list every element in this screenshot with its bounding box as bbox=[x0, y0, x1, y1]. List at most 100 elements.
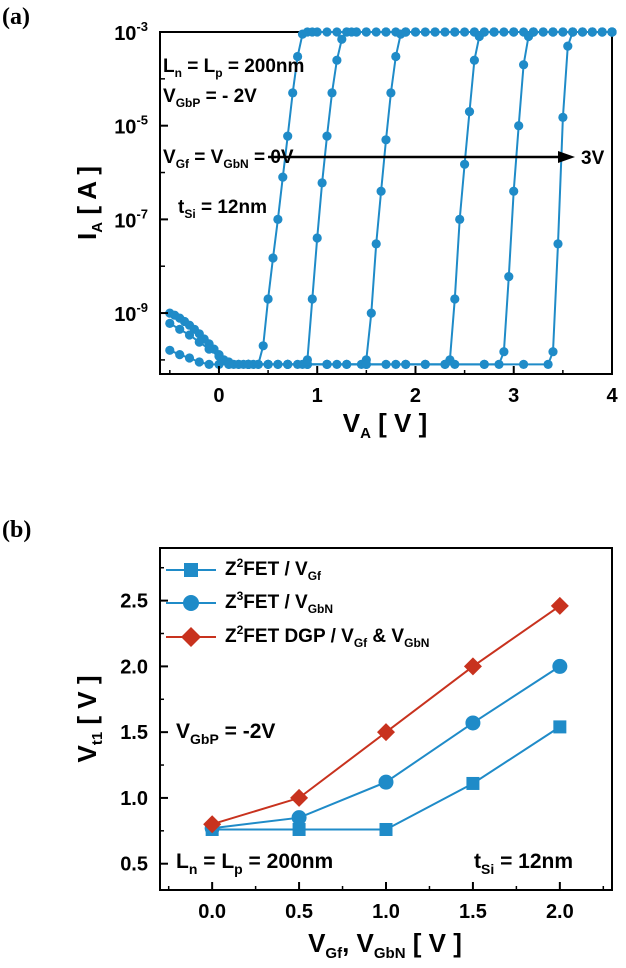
iv-point bbox=[558, 112, 568, 122]
vt-point-circle bbox=[552, 658, 568, 674]
iv-point bbox=[322, 131, 332, 141]
iv-point bbox=[381, 27, 391, 37]
iv-point bbox=[597, 27, 607, 37]
iv-point bbox=[283, 131, 293, 141]
chart-a-annotation-vgf: VGf = VGbN = 0V bbox=[163, 147, 294, 171]
x-tick-label: 2.0 bbox=[546, 901, 574, 923]
iv-curve-6 bbox=[248, 31, 612, 366]
x-tick-label: 1 bbox=[312, 385, 323, 407]
chart-a-xlabel: VA [ V ] bbox=[343, 408, 428, 442]
x-tick-label: 4 bbox=[606, 385, 618, 407]
iv-point bbox=[184, 330, 195, 340]
iv-point bbox=[194, 337, 204, 347]
iv-point bbox=[450, 27, 460, 37]
iv-point bbox=[322, 27, 332, 37]
iv-point bbox=[175, 350, 185, 360]
chart-a-sweep-arrow-head bbox=[558, 151, 575, 163]
chart-a-data bbox=[165, 27, 617, 369]
iv-point bbox=[528, 27, 539, 37]
vt-point-square bbox=[379, 822, 393, 836]
panel-b-label: (b) bbox=[2, 517, 31, 543]
y-tick-label: 0.5 bbox=[120, 854, 148, 876]
iv-point bbox=[288, 88, 298, 98]
chart-b-data bbox=[203, 596, 569, 836]
chart-a-annotation-vgbp: VGbP = - 2V bbox=[163, 86, 257, 110]
iv-point bbox=[322, 359, 332, 369]
y-tick-label: 10-5 bbox=[114, 113, 148, 139]
iv-point bbox=[548, 347, 558, 357]
x-tick-label: 1.0 bbox=[372, 901, 400, 923]
iv-point bbox=[469, 55, 479, 65]
iv-point bbox=[410, 27, 421, 37]
iv-point bbox=[224, 359, 234, 369]
iv-point bbox=[509, 186, 519, 196]
vt-point-diamond bbox=[377, 723, 395, 742]
iv-point bbox=[455, 214, 465, 224]
iv-point bbox=[504, 272, 514, 282]
iv-point bbox=[538, 27, 548, 37]
chart-a-ylabel: IA [ A ] bbox=[72, 166, 106, 240]
legend-circle-marker bbox=[183, 595, 199, 611]
iv-point bbox=[450, 294, 460, 304]
y-tick-label: 10-3 bbox=[114, 19, 148, 45]
vt-point-diamond bbox=[203, 815, 222, 834]
chart-b-annotation-vgbp: VGbP = -2V bbox=[176, 720, 275, 747]
chart-b-annotation-tsi: tSi = 12nm bbox=[474, 850, 573, 877]
iv-point bbox=[332, 55, 342, 65]
iv-point bbox=[317, 178, 327, 188]
iv-point bbox=[204, 344, 214, 354]
vt-point-square bbox=[292, 822, 306, 836]
iv-point bbox=[381, 135, 391, 145]
iv-point bbox=[519, 359, 529, 369]
iv-point bbox=[519, 60, 529, 70]
vt-line-circle bbox=[212, 665, 561, 830]
legend-diamond-marker bbox=[181, 627, 201, 647]
iv-point bbox=[376, 186, 386, 196]
vt-point-circle bbox=[291, 810, 307, 826]
iv-point bbox=[563, 41, 573, 51]
legend-label-z3fet: Z3FET / VGbN bbox=[225, 589, 333, 616]
vt-point-circle bbox=[465, 715, 481, 731]
legend-label-dgp: Z2FET DGP / VGf & VGbN bbox=[225, 623, 429, 650]
iv-point bbox=[337, 34, 347, 44]
x-tick-label: 0.5 bbox=[285, 901, 313, 923]
chart-b-xlabel: VGf, VGbN [ V ] bbox=[308, 928, 462, 962]
iv-point bbox=[351, 27, 362, 37]
iv-point bbox=[543, 359, 553, 369]
iv-point bbox=[312, 27, 322, 37]
iv-point bbox=[273, 214, 283, 224]
y-tick-label: 2.0 bbox=[120, 656, 148, 678]
y-tick-label: 10-7 bbox=[114, 206, 148, 232]
chart-b-ticks: 0.0 0.5 1.0 1.5 2.0 0.5 1.0 1.5 2.0 2.5 bbox=[120, 566, 605, 923]
iv-point bbox=[386, 88, 396, 98]
iv-point bbox=[278, 172, 288, 182]
iv-point bbox=[361, 359, 371, 369]
chart-b-legend: Z2FET / VGf Z3FET / VGbN Z2FET DGP / VGf… bbox=[166, 556, 429, 650]
vt-point-square bbox=[466, 776, 480, 790]
vt-point-diamond bbox=[550, 596, 569, 615]
iv-point bbox=[499, 347, 509, 357]
panel-a-label: (a) bbox=[2, 4, 30, 30]
iv-point bbox=[479, 27, 489, 37]
iv-point bbox=[165, 318, 175, 328]
iv-point bbox=[283, 359, 293, 369]
iv-point bbox=[577, 27, 588, 37]
iv-point bbox=[194, 357, 204, 367]
x-tick-label: 3 bbox=[508, 385, 519, 407]
y-tick-label: 2.5 bbox=[120, 591, 148, 613]
iv-curve-4 bbox=[248, 31, 612, 366]
iv-point bbox=[361, 27, 371, 37]
iv-point bbox=[430, 27, 440, 37]
iv-point bbox=[268, 253, 278, 263]
iv-point bbox=[460, 159, 470, 169]
legend-label-z2fet: Z2FET / VGf bbox=[225, 556, 322, 583]
iv-point bbox=[401, 359, 411, 369]
chart-a-annotation-length: Ln = Lp = 200nm bbox=[163, 56, 304, 80]
iv-point bbox=[214, 351, 224, 361]
iv-point bbox=[371, 239, 381, 249]
iv-point bbox=[366, 308, 376, 318]
iv-point bbox=[509, 27, 519, 37]
iv-point bbox=[243, 359, 253, 369]
iv-point bbox=[391, 51, 401, 62]
